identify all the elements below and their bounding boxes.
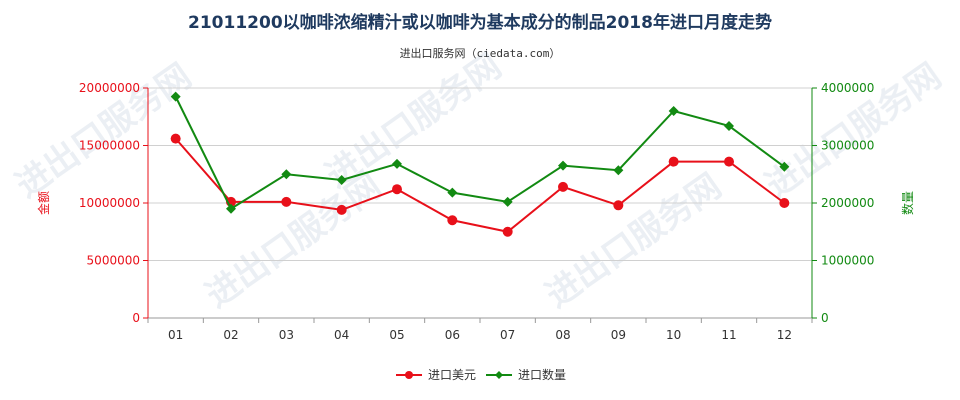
series-1-point xyxy=(558,181,568,192)
series-line-2 xyxy=(174,96,785,211)
right-tick-label: 1000000 xyxy=(821,254,874,268)
left-tick-label: 20000000 xyxy=(79,81,140,95)
x-tick-label: 11 xyxy=(721,328,736,342)
watermark-text: 进出口服务网 xyxy=(199,166,389,316)
x-tick-label: 08 xyxy=(555,328,570,342)
series-2-point xyxy=(724,120,734,131)
x-tick-label: 01 xyxy=(168,328,183,342)
series-line-1 xyxy=(174,137,785,233)
legend-label-1: 进口美元 xyxy=(428,368,476,382)
series-1-point xyxy=(170,133,181,144)
x-tick-label: 09 xyxy=(611,328,626,342)
right-tick-label: 4000000 xyxy=(821,81,874,95)
series-2-point xyxy=(392,158,402,169)
chart-subtitle: 进出口服务网（ciedata.com） xyxy=(399,47,561,60)
series-1-point xyxy=(281,196,292,207)
series-2-point xyxy=(779,161,790,172)
legend-marker-2 xyxy=(495,371,503,379)
right-tick-label: 0 xyxy=(821,311,829,325)
series-2-point xyxy=(613,165,624,176)
right-tick-label: 2000000 xyxy=(821,196,874,210)
left-tick-label: 10000000 xyxy=(79,196,140,210)
legend-label-2: 进口数量 xyxy=(518,367,566,382)
left-axis-title: 金额 xyxy=(36,191,51,215)
series-1-point xyxy=(613,200,624,211)
chart-title: 21011200以咖啡浓缩精汁或以咖啡为基本成分的制品2018年进口月度走势 xyxy=(188,13,772,33)
x-tick-label: 07 xyxy=(500,328,515,342)
left-tick-label: 15000000 xyxy=(79,139,140,153)
x-tick-label: 10 xyxy=(666,328,681,342)
series-2-point xyxy=(502,196,513,207)
right-axis-title: 数量 xyxy=(900,191,915,215)
watermark-text: 进出口服务网 xyxy=(759,56,949,206)
series-2-point xyxy=(668,106,679,116)
x-tick-label: 02 xyxy=(223,328,238,342)
series-1-point xyxy=(668,156,679,167)
left-tick-label: 0 xyxy=(132,311,140,325)
series-2-point xyxy=(226,203,236,214)
series-1-point xyxy=(392,184,402,195)
x-tick-label: 06 xyxy=(445,328,460,342)
series-2-point xyxy=(447,187,458,198)
watermark-text: 进出口服务网 xyxy=(9,56,199,206)
x-tick-label: 03 xyxy=(279,328,294,342)
series-2-point xyxy=(336,175,347,185)
series-1-point xyxy=(502,226,513,237)
series-2-point xyxy=(281,169,292,180)
series-1-point xyxy=(779,198,790,208)
right-tick-label: 3000000 xyxy=(821,139,874,153)
x-tick-label: 12 xyxy=(777,328,792,342)
left-tick-label: 5000000 xyxy=(87,254,140,268)
series-1-point xyxy=(447,215,458,226)
x-tick-label: 04 xyxy=(334,328,349,342)
series-1-point xyxy=(724,156,734,167)
x-tick-label: 05 xyxy=(389,328,404,342)
series-2-point xyxy=(170,91,181,102)
series-1-point xyxy=(336,204,347,215)
legend-marker-1 xyxy=(405,371,413,379)
series-2-point xyxy=(558,160,568,171)
